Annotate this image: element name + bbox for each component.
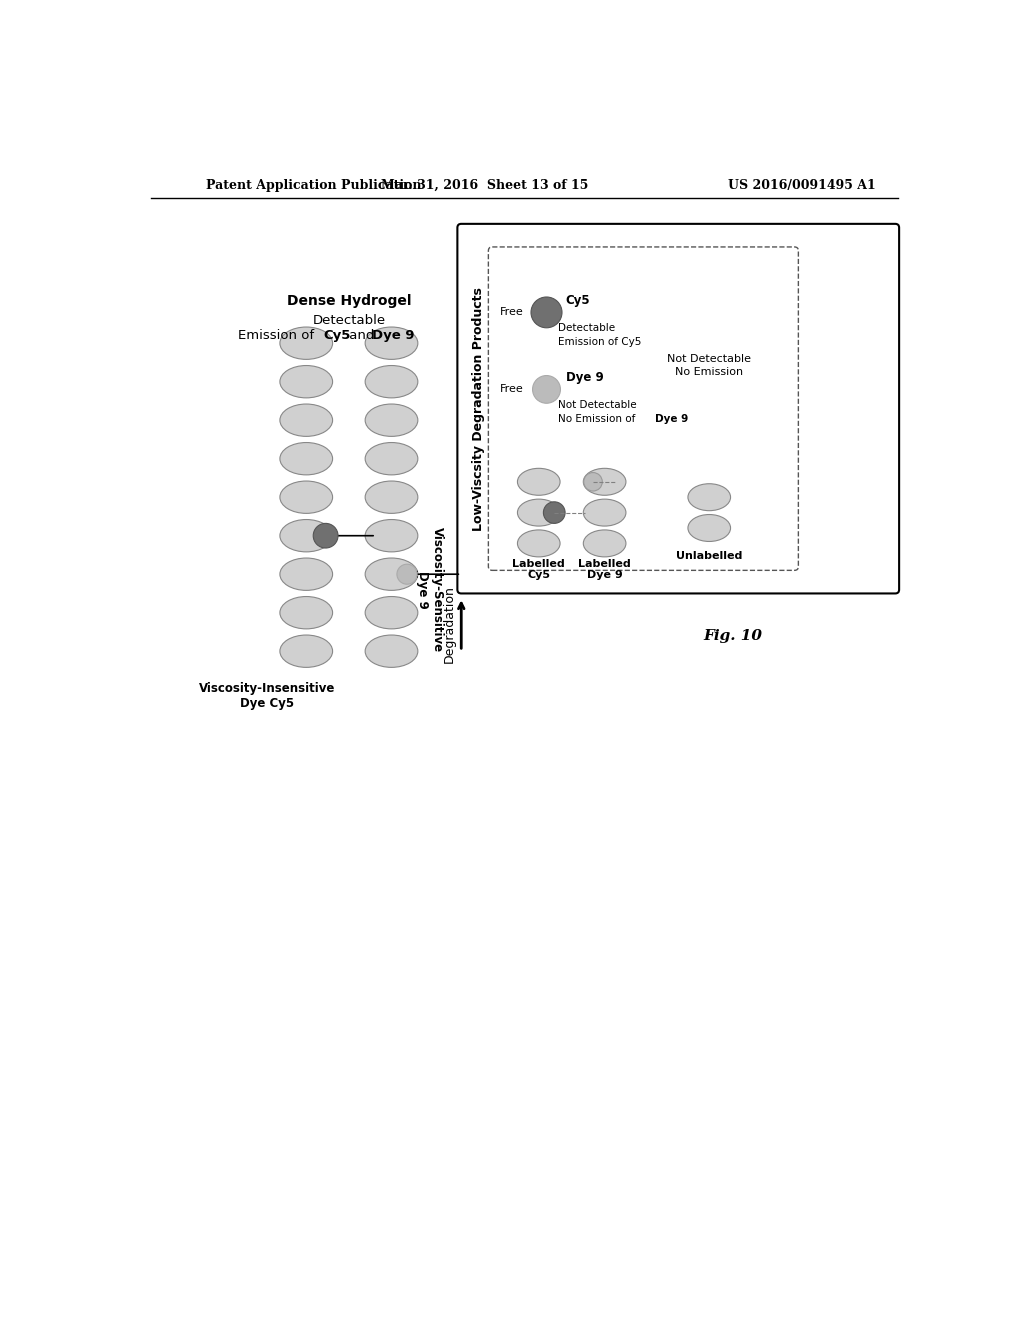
Text: Not Detectable: Not Detectable	[558, 400, 637, 409]
Ellipse shape	[584, 473, 602, 491]
Text: Emission of Cy5: Emission of Cy5	[558, 337, 641, 347]
Text: Unlabelled: Unlabelled	[676, 552, 742, 561]
Text: Patent Application Publication: Patent Application Publication	[206, 178, 421, 191]
Ellipse shape	[544, 502, 565, 524]
Ellipse shape	[397, 564, 417, 585]
Text: US 2016/0091495 A1: US 2016/0091495 A1	[728, 178, 877, 191]
Text: and: and	[345, 329, 379, 342]
Ellipse shape	[366, 520, 418, 552]
Ellipse shape	[366, 442, 418, 475]
Ellipse shape	[688, 483, 730, 511]
Text: Dye 9: Dye 9	[655, 413, 688, 424]
Text: Cy5: Cy5	[527, 570, 550, 581]
Text: Mar. 31, 2016  Sheet 13 of 15: Mar. 31, 2016 Sheet 13 of 15	[381, 178, 588, 191]
Ellipse shape	[280, 558, 333, 590]
Ellipse shape	[366, 597, 418, 628]
Text: Fig. 10: Fig. 10	[703, 628, 762, 643]
Text: Detectable: Detectable	[312, 314, 385, 326]
Ellipse shape	[531, 297, 562, 327]
Ellipse shape	[366, 366, 418, 397]
Ellipse shape	[280, 327, 333, 359]
Ellipse shape	[313, 523, 338, 548]
Text: Not Detectable: Not Detectable	[668, 354, 752, 363]
Ellipse shape	[366, 404, 418, 437]
Text: Cy5: Cy5	[324, 329, 350, 342]
Ellipse shape	[366, 327, 418, 359]
Ellipse shape	[280, 442, 333, 475]
Text: Viscosity-Insensitive
Dye Cy5: Viscosity-Insensitive Dye Cy5	[200, 682, 336, 710]
Ellipse shape	[517, 499, 560, 527]
Ellipse shape	[517, 469, 560, 495]
Ellipse shape	[280, 366, 333, 397]
Text: Free: Free	[500, 384, 523, 395]
Text: Dye 9: Dye 9	[587, 570, 623, 581]
Text: Dye 9: Dye 9	[372, 329, 415, 342]
Text: Degradation: Degradation	[443, 585, 456, 663]
Ellipse shape	[280, 480, 333, 513]
Ellipse shape	[517, 529, 560, 557]
Ellipse shape	[584, 469, 626, 495]
Text: Labelled: Labelled	[512, 558, 565, 569]
Text: No Emission of: No Emission of	[558, 413, 639, 424]
Ellipse shape	[366, 635, 418, 668]
Text: Dye 9: Dye 9	[566, 371, 603, 384]
Ellipse shape	[688, 515, 730, 541]
Ellipse shape	[584, 499, 626, 527]
Ellipse shape	[280, 597, 333, 628]
Text: Dense Hydrogel: Dense Hydrogel	[287, 294, 411, 308]
FancyBboxPatch shape	[488, 247, 799, 570]
Ellipse shape	[366, 480, 418, 513]
Ellipse shape	[280, 520, 333, 552]
Ellipse shape	[366, 558, 418, 590]
Ellipse shape	[280, 404, 333, 437]
FancyBboxPatch shape	[458, 224, 899, 594]
Text: Low-Viscsity Degradation Products: Low-Viscsity Degradation Products	[472, 286, 484, 531]
Ellipse shape	[532, 376, 560, 404]
Text: No Emission: No Emission	[675, 367, 743, 378]
Text: Detectable: Detectable	[558, 323, 615, 333]
Text: Free: Free	[500, 308, 523, 317]
Ellipse shape	[280, 635, 333, 668]
Text: Viscosity-Sensitive
Dye 9: Viscosity-Sensitive Dye 9	[416, 527, 444, 652]
Ellipse shape	[584, 529, 626, 557]
Text: Emission of: Emission of	[238, 329, 317, 342]
Text: Labelled: Labelled	[579, 558, 631, 569]
Text: Cy5: Cy5	[566, 294, 591, 308]
